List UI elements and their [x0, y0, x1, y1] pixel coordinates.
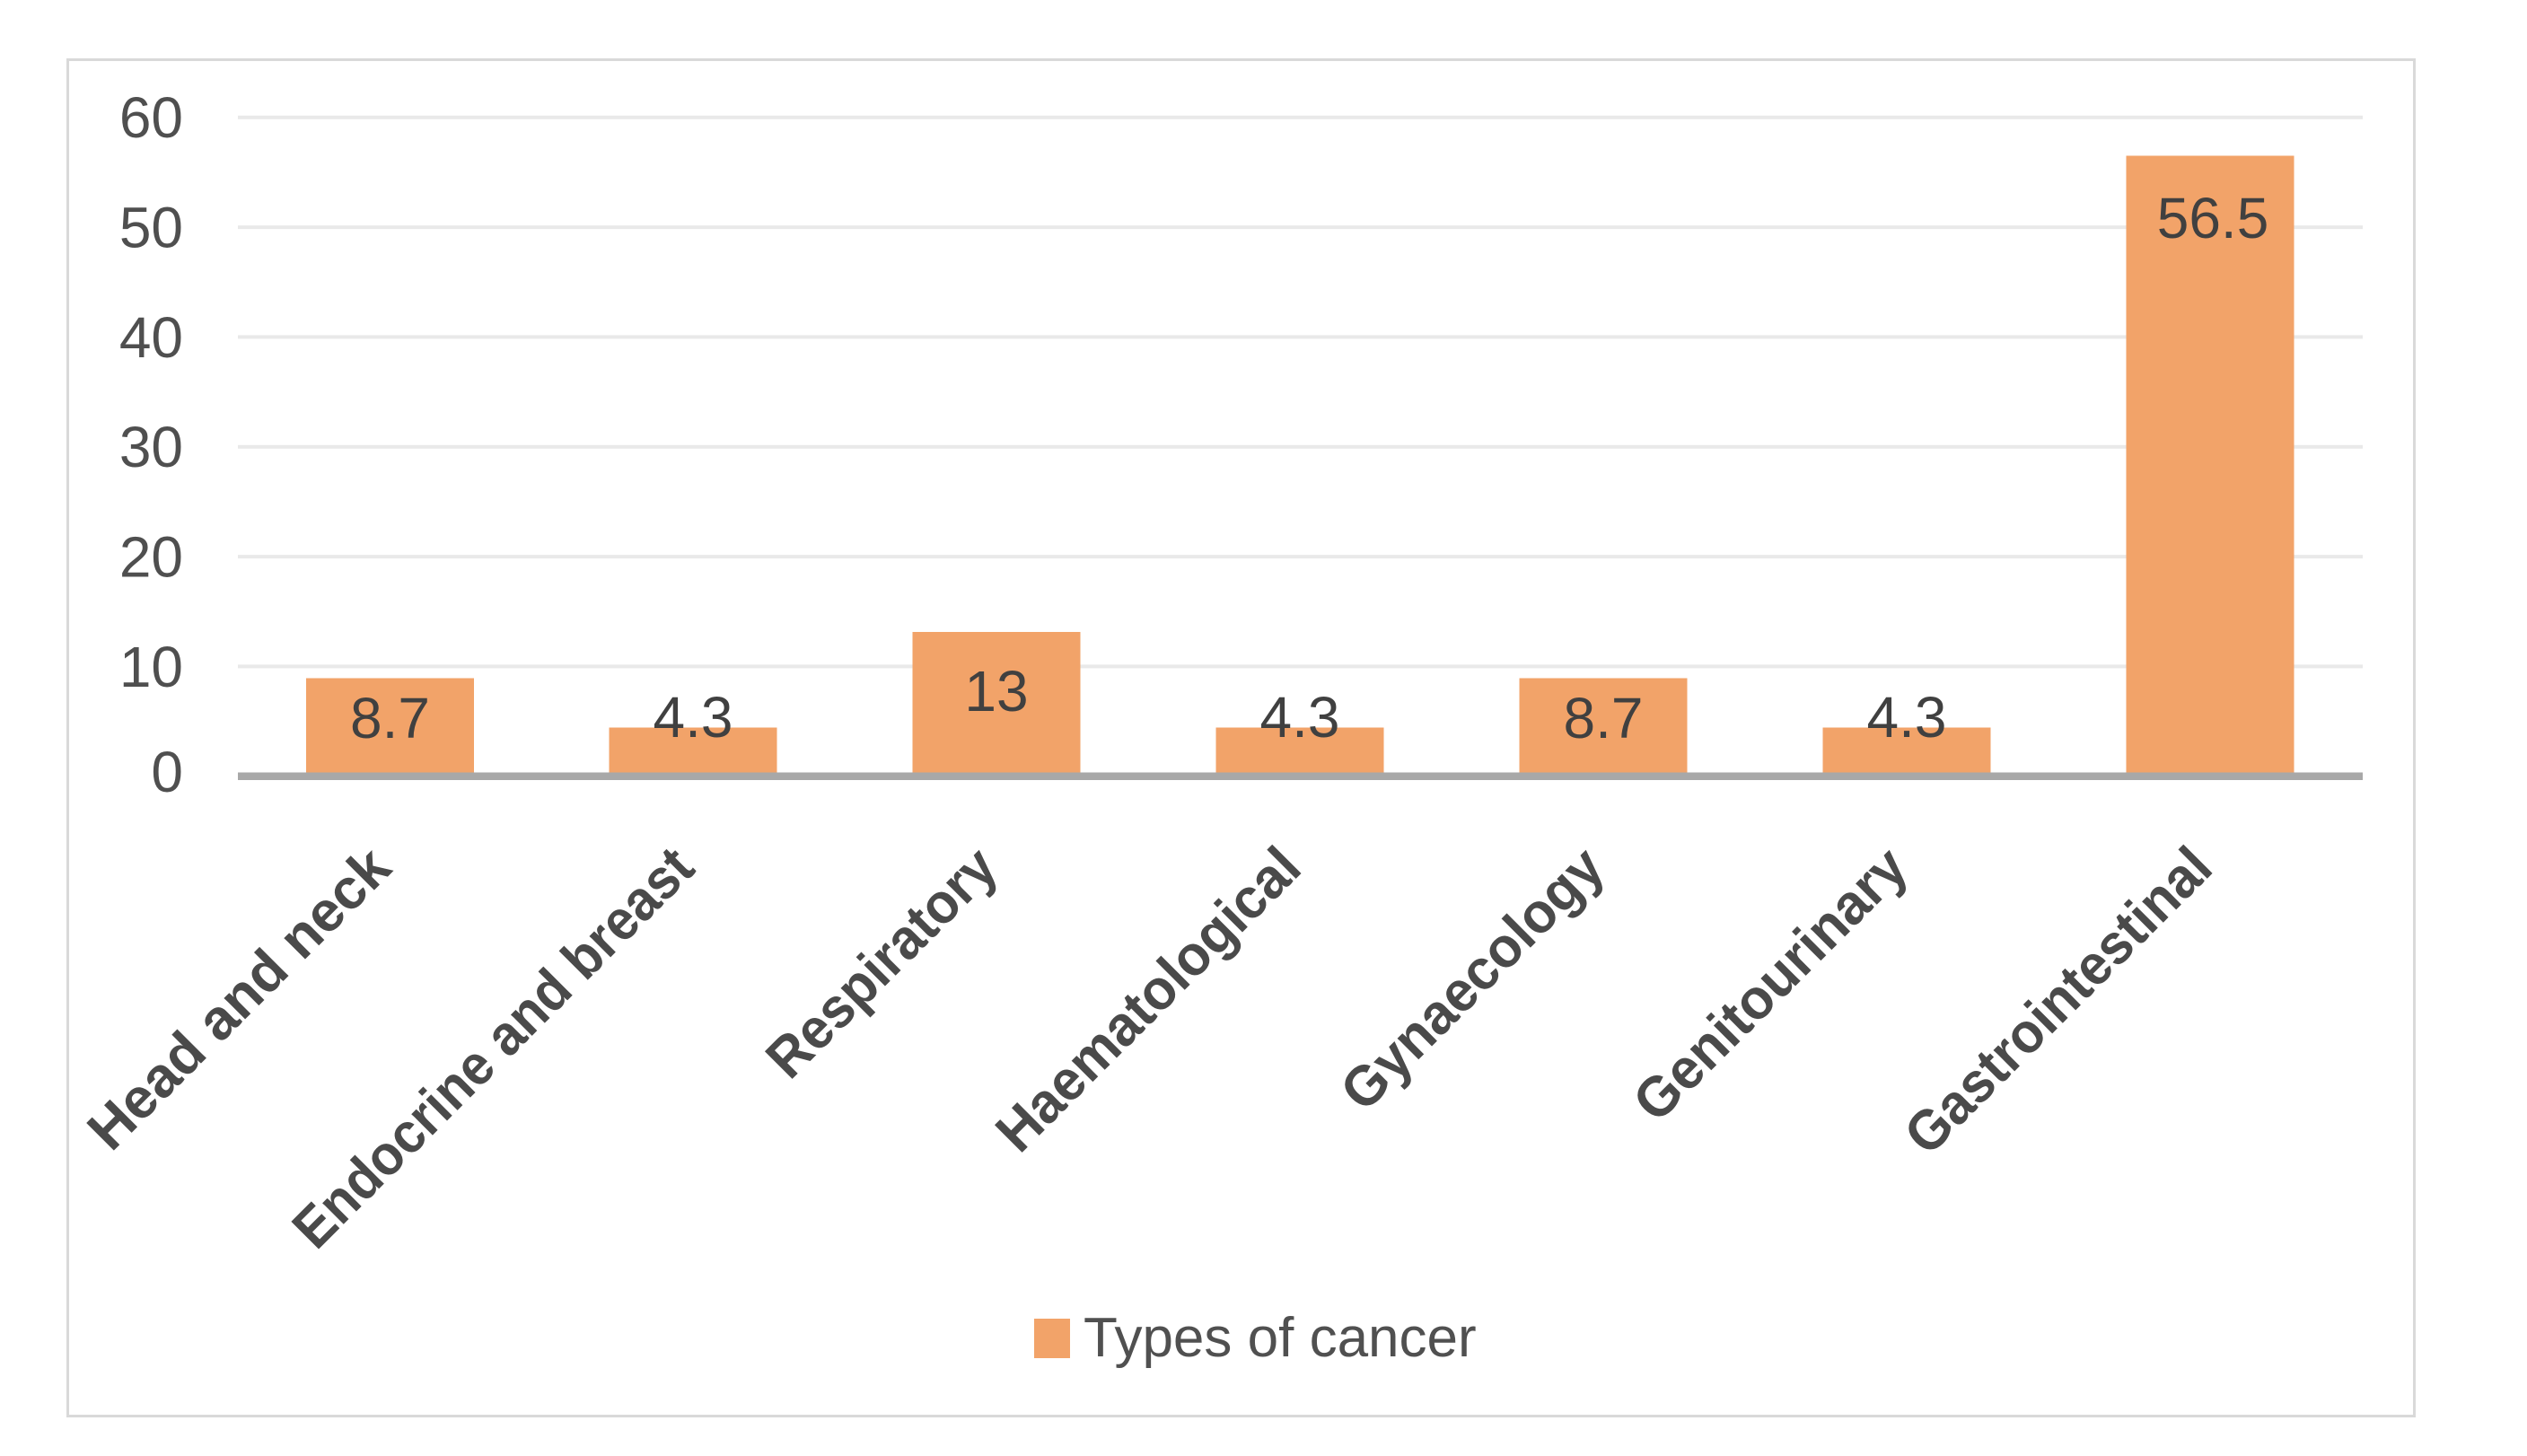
svg-text:8.7: 8.7 — [350, 686, 430, 750]
svg-text:50: 50 — [119, 196, 183, 260]
svg-text:30: 30 — [119, 415, 183, 479]
svg-text:40: 40 — [119, 305, 183, 370]
svg-text:Types of cancer: Types of cancer — [1084, 1307, 1477, 1369]
svg-text:0: 0 — [151, 740, 183, 804]
svg-text:60: 60 — [119, 85, 183, 150]
svg-text:4.3: 4.3 — [1260, 685, 1340, 750]
svg-text:4.3: 4.3 — [654, 685, 733, 750]
svg-text:56.5: 56.5 — [2157, 186, 2269, 250]
svg-text:13: 13 — [964, 659, 1028, 724]
svg-text:10: 10 — [119, 635, 183, 699]
svg-text:8.7: 8.7 — [1564, 686, 1644, 750]
svg-text:4.3: 4.3 — [1867, 685, 1947, 750]
svg-text:20: 20 — [119, 525, 183, 590]
